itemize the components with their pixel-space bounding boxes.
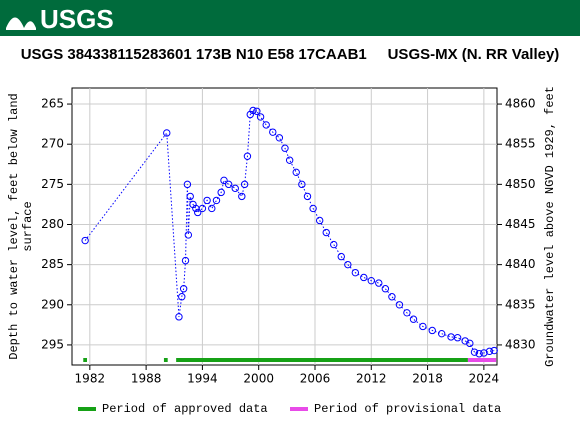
- y2-tick-label: 4830: [505, 337, 536, 351]
- x-tick-label: 2000: [243, 372, 274, 386]
- y2-tick-label: 4855: [505, 137, 536, 151]
- y2-tick-label: 4845: [505, 217, 536, 231]
- data-point: [243, 152, 252, 160]
- y-tick-label: 275: [41, 177, 64, 191]
- data-point: [269, 128, 277, 136]
- data-point: [490, 346, 498, 355]
- data-point: [309, 204, 317, 213]
- x-tick-label: 2012: [356, 372, 387, 386]
- data-point: [475, 350, 483, 358]
- y2-tick-label: 4840: [505, 257, 536, 271]
- legend-label: Period of approved data: [102, 402, 268, 416]
- data-point: [409, 315, 418, 323]
- data-point: [292, 168, 300, 177]
- data-point: [212, 196, 221, 205]
- data-point: [81, 236, 89, 245]
- data-point: [253, 107, 261, 115]
- logo-text: USGS: [40, 4, 114, 34]
- data-point: [238, 192, 246, 201]
- chart-title: USGS 384338115283601 173B N10 E58 17CAAB…: [21, 46, 560, 63]
- data-point: [466, 339, 474, 348]
- y2-tick-label: 4835: [505, 297, 536, 311]
- data-point: [351, 268, 360, 277]
- data-point: [203, 196, 211, 205]
- x-tick-label: 1988: [131, 372, 162, 386]
- x-tick-label: 1994: [187, 372, 218, 386]
- data-point: [224, 180, 233, 189]
- x-tick-label: 2006: [300, 372, 331, 386]
- data-point: [381, 285, 390, 293]
- data-point: [388, 293, 396, 301]
- data-point: [256, 113, 265, 121]
- data-point: [322, 228, 330, 237]
- y2-tick-label: 4850: [505, 177, 536, 191]
- x-tick-label: 1982: [75, 372, 106, 386]
- y-axis-label-line: Depth to water level, feet below land: [7, 93, 21, 359]
- y-tick-label: 285: [41, 257, 64, 271]
- x-tick-label: 2018: [412, 372, 443, 386]
- y-tick-label: 270: [41, 137, 64, 151]
- data-point: [485, 347, 494, 356]
- data-point: [470, 348, 479, 356]
- data-point: [217, 188, 225, 197]
- data-point: [375, 279, 383, 287]
- data-point: [453, 334, 462, 342]
- data-point: [403, 309, 411, 317]
- period-bar: [163, 358, 168, 362]
- data-point: [428, 326, 436, 335]
- data-point: [360, 273, 368, 282]
- data-point: [231, 184, 239, 193]
- data-point: [281, 144, 289, 152]
- data-point: [447, 333, 455, 341]
- period-bar: [467, 358, 497, 362]
- data-point: [186, 192, 194, 201]
- data-point: [395, 301, 404, 309]
- plot-frame: [71, 87, 498, 366]
- data-point: [183, 180, 192, 189]
- logo-mark: [6, 17, 36, 30]
- data-point: [194, 208, 202, 217]
- data-point: [179, 285, 188, 293]
- data-point: [285, 156, 294, 164]
- data-point: [208, 204, 216, 213]
- y-axis-label: Depth to water level, feet below land sur…: [7, 93, 35, 359]
- y-tick-label: 290: [41, 297, 64, 311]
- y-axis-label-line: surface: [21, 201, 35, 251]
- data-point: [298, 180, 306, 189]
- period-bar: [83, 358, 88, 362]
- y2-axis-label-text: Groundwater level above NGVD 1929, feet: [543, 86, 557, 367]
- y2-axis-label: Groundwater level above NGVD 1929, feet: [543, 86, 557, 367]
- data-point: [178, 293, 186, 301]
- data-point: [330, 240, 338, 249]
- period-bar: [176, 358, 468, 362]
- data-point: [315, 216, 324, 225]
- data-point: [163, 129, 171, 137]
- data-point: [275, 134, 284, 142]
- data-point: [419, 322, 427, 331]
- data-point: [262, 121, 270, 129]
- y-tick-label: 295: [41, 337, 64, 351]
- legend-label: Period of provisional data: [314, 402, 501, 416]
- data-point: [303, 192, 312, 201]
- data-point: [240, 180, 249, 189]
- data-point: [344, 260, 352, 269]
- y-tick-label: 280: [41, 217, 64, 231]
- header-bar: [0, 0, 580, 36]
- x-tick-label: 2024: [469, 372, 500, 386]
- y2-tick-label: 4860: [505, 97, 536, 111]
- data-point: [181, 256, 190, 265]
- data-point: [437, 329, 446, 338]
- data-point: [337, 252, 345, 261]
- data-point: [367, 276, 375, 285]
- data-point: [184, 231, 193, 239]
- data-point: [198, 204, 207, 213]
- data-point: [249, 106, 257, 115]
- data-point: [220, 176, 228, 185]
- data-point: [175, 313, 183, 321]
- y-tick-label: 265: [41, 97, 64, 111]
